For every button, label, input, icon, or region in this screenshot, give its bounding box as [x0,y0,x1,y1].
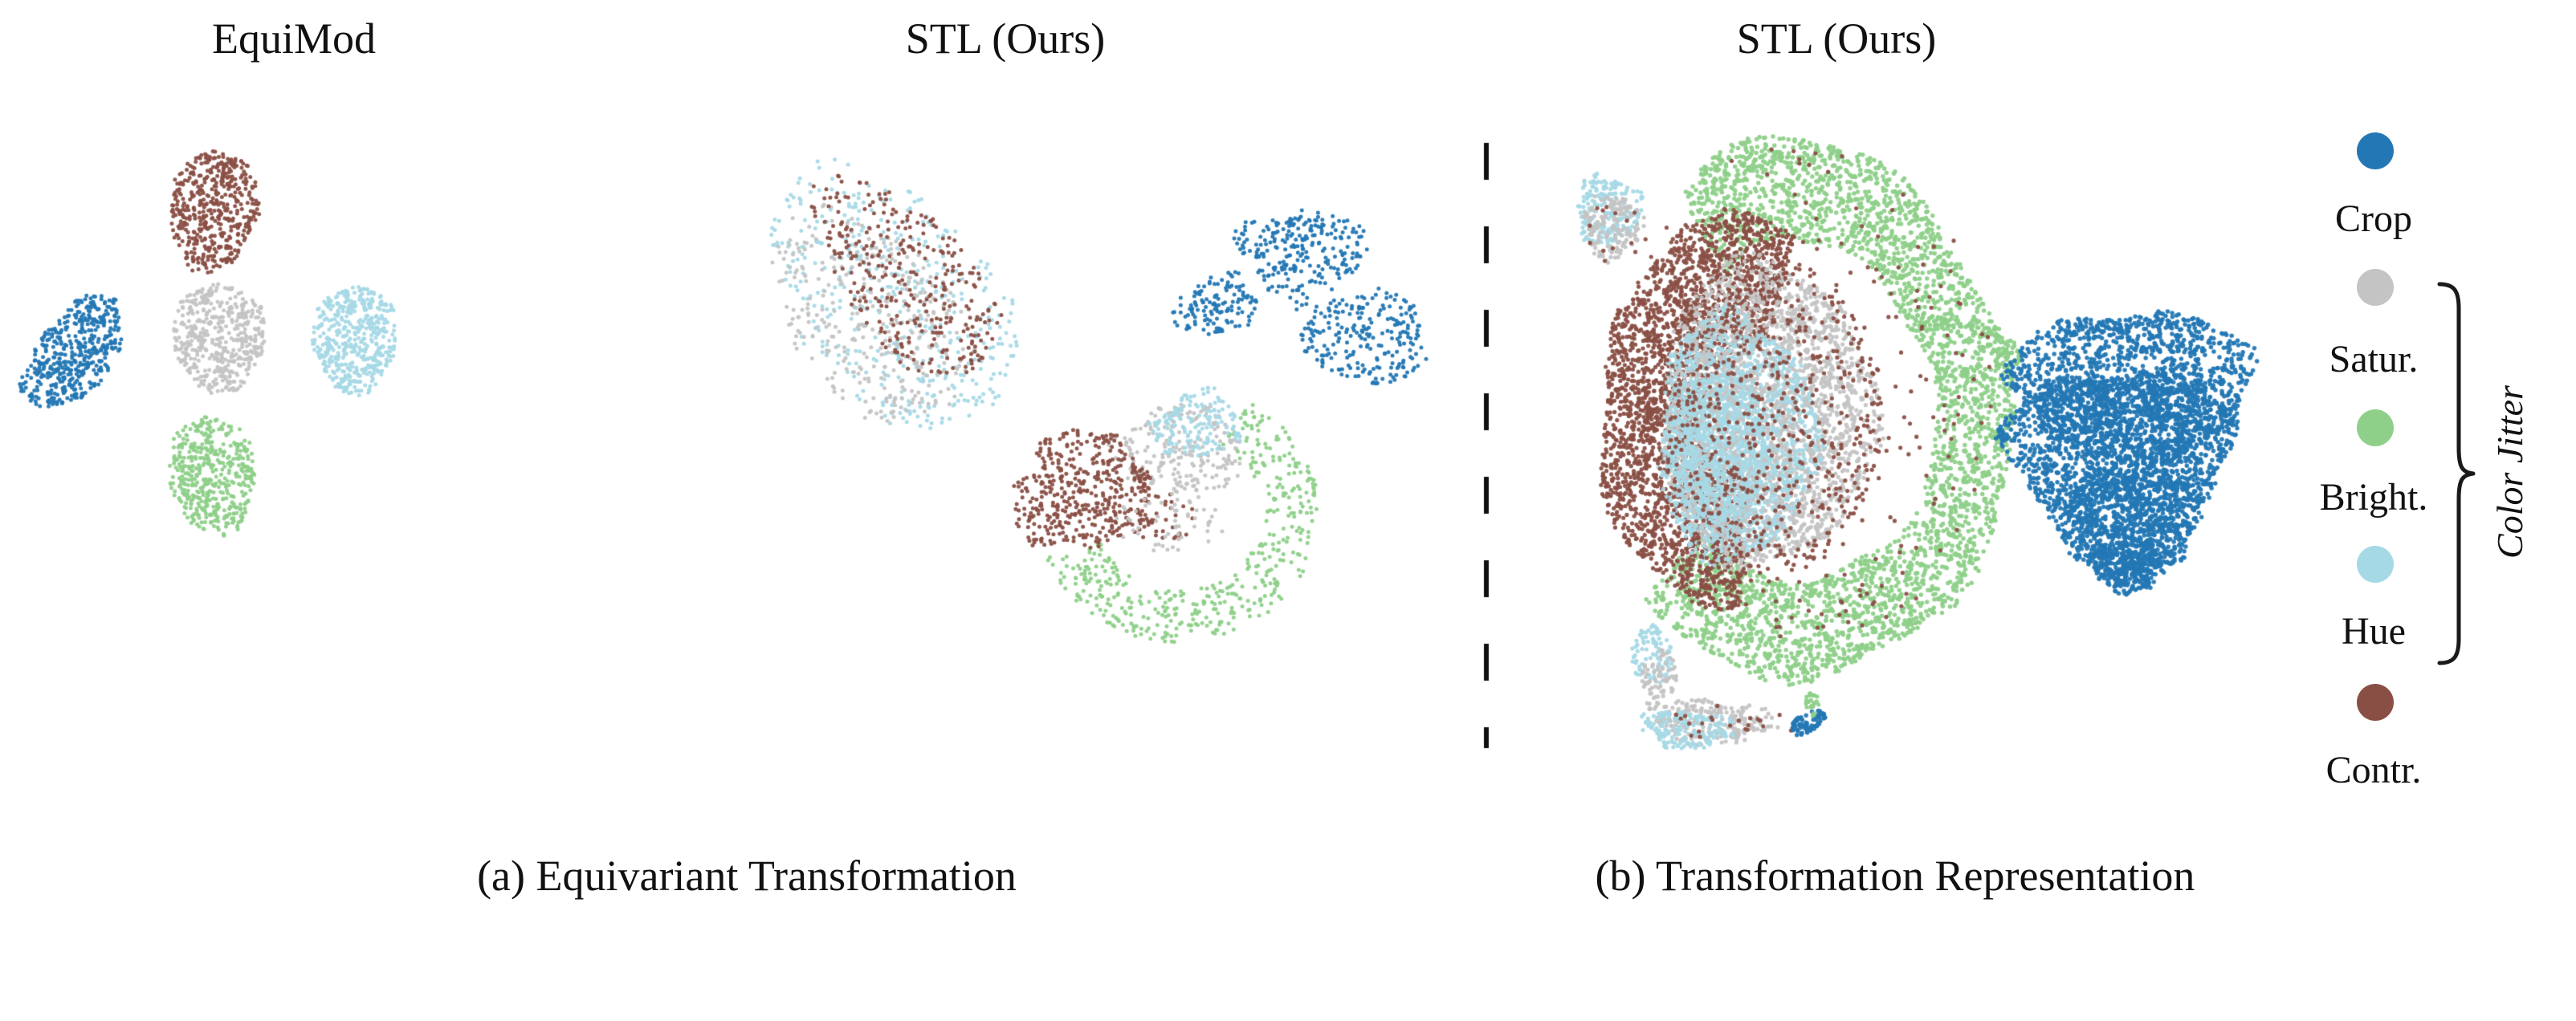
caption-b: (b) Transformation Representation [1595,852,2195,900]
legend-label-brightness: Bright. [2319,476,2428,519]
legend-label-hue: Hue [2342,610,2406,653]
legend-dot-brightness [2357,409,2394,446]
legend-label-saturation: Satur. [2329,338,2419,380]
legend-label-contrast: Contr. [2325,749,2422,791]
panel-title-stl-a: STL (Ours) [905,14,1106,63]
panel-title-stl-b: STL (Ours) [1736,14,1937,63]
panel-title-equimod: EquiMod [211,14,376,63]
legend-dot-contrast [2357,684,2394,721]
legend-dot-saturation [2357,269,2394,306]
color-jitter-label: Color Jitter [2489,385,2530,559]
legend-label-crop: Crop [2335,197,2412,240]
color-jitter-brace [2437,282,2476,665]
legend-dot-hue [2357,546,2394,583]
legend-dot-crop [2357,132,2394,169]
caption-a: (a) Equivariant Transformation [477,852,1017,900]
